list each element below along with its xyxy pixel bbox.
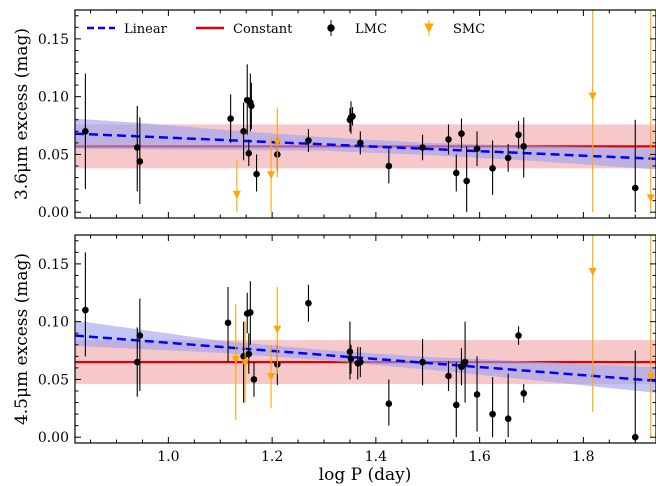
- panel-4p5um: 4.5μm excess (mag) 1.0 1.2 1.4 1.6 1.8 0.00 0.…: [12, 234, 656, 465]
- lmc-point: [458, 130, 465, 137]
- y-tick-label: 0.00: [38, 430, 69, 446]
- lmc-point: [349, 113, 356, 120]
- plot-area: [75, 235, 656, 441]
- axes-frame: [74, 9, 656, 219]
- lmc-point: [247, 309, 254, 316]
- lmc-point: [245, 350, 253, 358]
- legend-smc-label: SMC: [453, 22, 485, 37]
- x-tick-label: 1.6: [468, 449, 490, 465]
- smc-point: [646, 194, 655, 203]
- smc-point: [232, 190, 241, 199]
- y-tick-label: 0.00: [38, 205, 69, 221]
- lmc-point: [248, 102, 255, 110]
- smc-point: [273, 325, 282, 334]
- lmc-point: [82, 128, 89, 135]
- lmc-point: [385, 400, 393, 408]
- legend-linear-label: Linear: [124, 22, 168, 37]
- legend-smc-marker: [424, 20, 434, 36]
- y-tick-label: 0.15: [38, 257, 69, 273]
- x-tick-label: 1.0: [157, 449, 179, 465]
- lmc-point: [520, 390, 528, 397]
- legend: Linear Constant LMC SMC: [87, 20, 485, 37]
- lmc-point: [489, 165, 496, 172]
- smc-point: [231, 355, 240, 364]
- lmc-point: [357, 358, 364, 366]
- lmc-point: [347, 355, 355, 362]
- smc-point: [267, 171, 276, 180]
- lmc-point: [240, 128, 247, 135]
- smc-point: [588, 92, 597, 101]
- x-axis-label: log P (day): [319, 465, 412, 485]
- y-axis-label: 3.6μm excess (mag): [12, 28, 32, 200]
- lmc-point: [82, 306, 89, 314]
- lmc-point: [458, 363, 465, 371]
- lmc-point: [631, 184, 639, 192]
- panel-3p6um: 3.6μm excess (mag) 0.00 0.05 0.10 0.15: [12, 9, 656, 221]
- lmc-point: [504, 154, 512, 162]
- smc-point: [588, 267, 597, 276]
- lmc-point: [489, 410, 496, 418]
- y-tick-label: 0.15: [38, 32, 69, 48]
- lmc-point: [136, 332, 144, 339]
- lmc-point: [305, 299, 312, 307]
- legend-constant-label: Constant: [233, 22, 293, 37]
- lmc-point: [473, 391, 481, 398]
- lmc-point: [473, 145, 481, 152]
- lmc-point: [385, 162, 393, 170]
- lmc-point: [463, 177, 470, 185]
- lmc-point: [631, 433, 639, 441]
- y-tick-label: 0.10: [38, 315, 69, 331]
- plot-area: [75, 10, 656, 213]
- axes-frame: [74, 234, 656, 444]
- lmc-point: [419, 144, 426, 151]
- legend-lmc-label: LMC: [355, 22, 387, 37]
- x-tick-label: 1.2: [261, 449, 283, 465]
- lmc-point: [419, 358, 426, 366]
- lmc-point: [136, 158, 144, 165]
- lmc-point: [133, 358, 141, 366]
- lmc-point: [515, 332, 522, 339]
- lmc-point: [452, 169, 460, 177]
- lmc-point: [445, 372, 452, 380]
- lmc-point: [224, 319, 232, 327]
- lmc-point: [445, 136, 452, 143]
- lmc-point: [504, 415, 512, 423]
- lmc-point: [245, 149, 253, 157]
- smc-point: [267, 373, 276, 382]
- lmc-point: [133, 144, 141, 151]
- y-tick-label: 0.05: [38, 372, 69, 388]
- x-tick-label: 1.4: [365, 449, 387, 465]
- linear-fit-band: [75, 320, 656, 393]
- lmc-point: [227, 115, 234, 122]
- lmc-point: [357, 139, 364, 147]
- lmc-point: [305, 137, 312, 144]
- lmc-point: [461, 358, 469, 366]
- lmc-point: [253, 170, 260, 178]
- lmc-point: [250, 376, 258, 383]
- y-axis-label: 4.5μm excess (mag): [12, 253, 32, 425]
- lmc-point: [452, 401, 460, 409]
- smc-point: [646, 373, 655, 382]
- x-tick-label: 1.8: [572, 449, 594, 465]
- lmc-point: [520, 143, 528, 150]
- legend-lmc-marker: [327, 20, 335, 36]
- lmc-point: [515, 131, 522, 139]
- smc-point: [273, 138, 282, 147]
- smc-point: [241, 359, 250, 368]
- y-tick-label: 0.10: [38, 90, 69, 106]
- y-tick-label: 0.05: [38, 147, 69, 163]
- lmc-point: [346, 348, 354, 356]
